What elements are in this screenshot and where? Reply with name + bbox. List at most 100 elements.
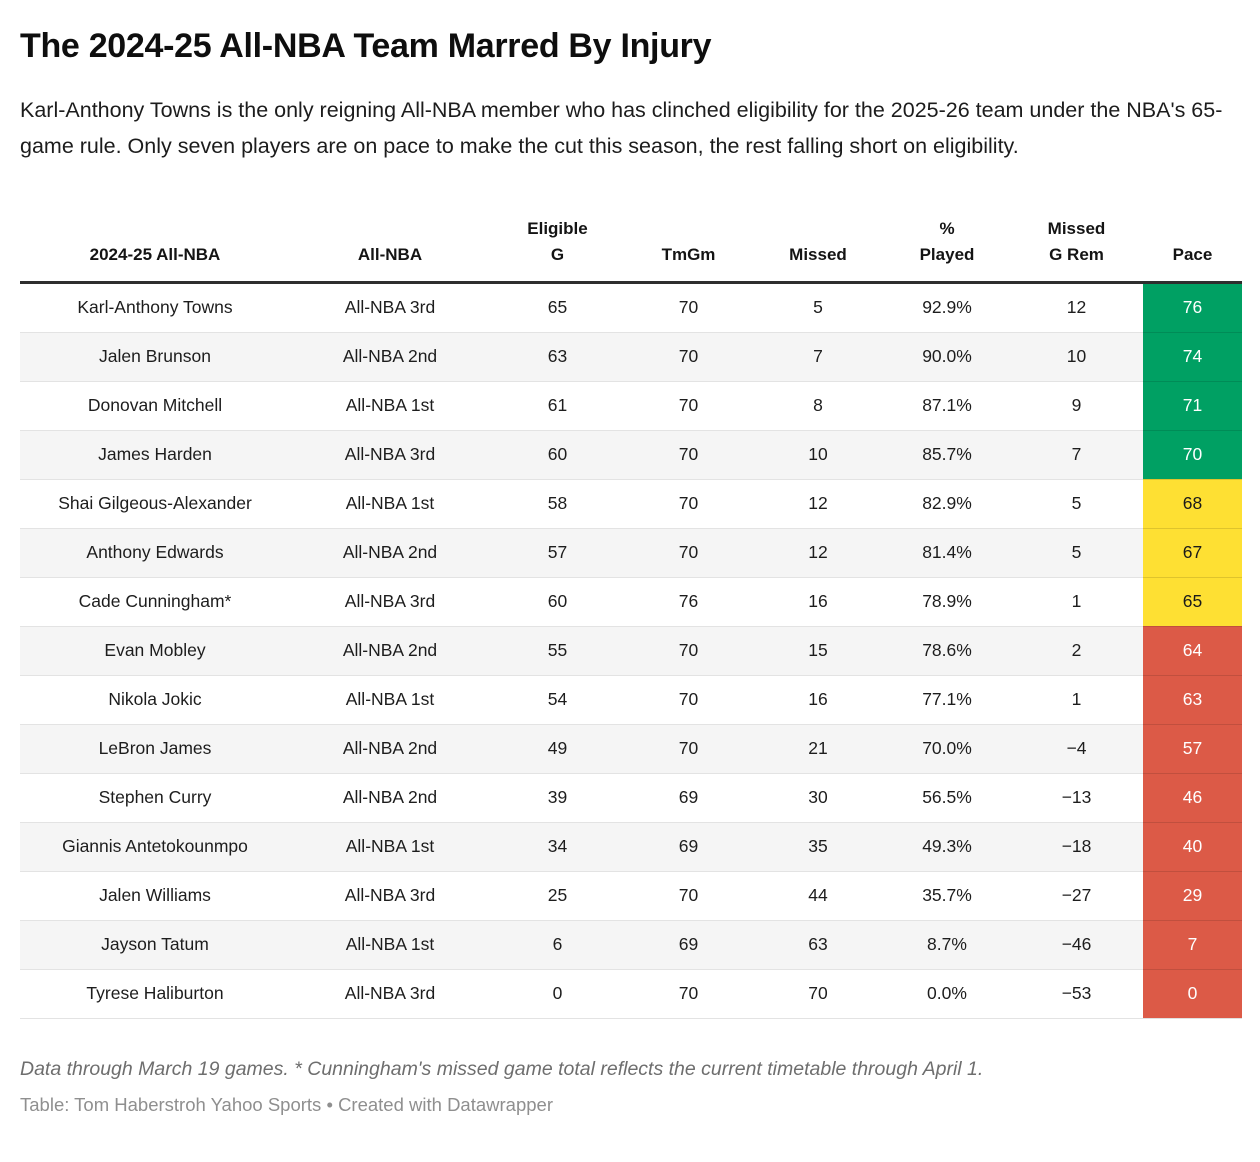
tmgm-cell: 76 bbox=[625, 577, 752, 627]
missed-g-rem-cell: −27 bbox=[1010, 871, 1143, 921]
eligible-g-cell: 34 bbox=[490, 822, 625, 872]
table-row: Tyrese Haliburton All-NBA 3rd 0 70 70 0.0% −53… bbox=[20, 969, 1242, 1019]
player-name: Tyrese Haliburton bbox=[20, 969, 290, 1019]
eligible-g-cell: 0 bbox=[490, 969, 625, 1019]
column-header-eligible-g: Eligible G bbox=[490, 197, 625, 284]
player-name: LeBron James bbox=[20, 724, 290, 774]
player-name: James Harden bbox=[20, 430, 290, 480]
pace-cell: 70 bbox=[1143, 430, 1242, 480]
eligible-g-cell: 65 bbox=[490, 282, 625, 333]
player-name: Giannis Antetokounmpo bbox=[20, 822, 290, 872]
header-row: 2024-25 All-NBA All-NBA Eligible G TmGm … bbox=[20, 197, 1242, 284]
tmgm-cell: 70 bbox=[625, 675, 752, 725]
missed-cell: 12 bbox=[752, 479, 884, 529]
column-header-missed: Missed bbox=[752, 197, 884, 284]
pct-played-cell: 8.7% bbox=[884, 920, 1010, 970]
table-row: Nikola Jokic All-NBA 1st 54 70 16 77.1% 1 63 bbox=[20, 675, 1242, 725]
tmgm-cell: 70 bbox=[625, 969, 752, 1019]
player-name: Donovan Mitchell bbox=[20, 381, 290, 431]
pct-played-cell: 56.5% bbox=[884, 773, 1010, 823]
source-line: Table: Tom Haberstroh Yahoo Sports • Cre… bbox=[20, 1093, 553, 1115]
eligible-g-cell: 61 bbox=[490, 381, 625, 431]
eligible-g-cell: 49 bbox=[490, 724, 625, 774]
missed-g-rem-cell: −53 bbox=[1010, 969, 1143, 1019]
eligible-g-cell: 63 bbox=[490, 332, 625, 382]
allnba-team-cell: All-NBA 2nd bbox=[290, 773, 490, 823]
pace-cell: 46 bbox=[1143, 773, 1242, 823]
table-row: Jalen Brunson All-NBA 2nd 63 70 7 90.0% 10 74 bbox=[20, 332, 1242, 382]
eligible-g-cell: 55 bbox=[490, 626, 625, 676]
player-name: Evan Mobley bbox=[20, 626, 290, 676]
pace-cell: 64 bbox=[1143, 626, 1242, 676]
missed-g-rem-cell: 5 bbox=[1010, 479, 1143, 529]
missed-g-rem-cell: −18 bbox=[1010, 822, 1143, 872]
pct-played-cell: 49.3% bbox=[884, 822, 1010, 872]
player-name: Cade Cunningham* bbox=[20, 577, 290, 627]
pct-played-cell: 77.1% bbox=[884, 675, 1010, 725]
allnba-team-cell: All-NBA 1st bbox=[290, 920, 490, 970]
allnba-team-cell: All-NBA 1st bbox=[290, 675, 490, 725]
pct-played-cell: 78.6% bbox=[884, 626, 1010, 676]
player-name: Jayson Tatum bbox=[20, 920, 290, 970]
tmgm-cell: 70 bbox=[625, 479, 752, 529]
allnba-team-cell: All-NBA 2nd bbox=[290, 332, 490, 382]
missed-cell: 16 bbox=[752, 577, 884, 627]
eligible-g-cell: 54 bbox=[490, 675, 625, 725]
pace-cell: 67 bbox=[1143, 528, 1242, 578]
table-row: Jayson Tatum All-NBA 1st 6 69 63 8.7% −46 7 bbox=[20, 920, 1242, 970]
allnba-team-cell: All-NBA 1st bbox=[290, 822, 490, 872]
missed-cell: 63 bbox=[752, 920, 884, 970]
tmgm-cell: 70 bbox=[625, 381, 752, 431]
allnba-team-cell: All-NBA 3rd bbox=[290, 969, 490, 1019]
allnba-team-cell: All-NBA 3rd bbox=[290, 871, 490, 921]
pace-cell: 40 bbox=[1143, 822, 1242, 872]
allnba-eligibility-table: 2024-25 All-NBA All-NBA Eligible G TmGm … bbox=[20, 197, 1242, 1019]
missed-g-rem-cell: 7 bbox=[1010, 430, 1143, 480]
pace-cell: 29 bbox=[1143, 871, 1242, 921]
description: Karl-Anthony Towns is the only reigning … bbox=[20, 97, 1223, 158]
player-name: Shai Gilgeous-Alexander bbox=[20, 479, 290, 529]
eligible-g-cell: 60 bbox=[490, 577, 625, 627]
pct-played-cell: 70.0% bbox=[884, 724, 1010, 774]
tmgm-cell: 70 bbox=[625, 626, 752, 676]
table-row: Stephen Curry All-NBA 2nd 39 69 30 56.5% −13 46 bbox=[20, 773, 1242, 823]
allnba-team-cell: All-NBA 2nd bbox=[290, 724, 490, 774]
pace-cell: 57 bbox=[1143, 724, 1242, 774]
column-header-missed-g-rem: Missed G Rem bbox=[1010, 197, 1143, 284]
tmgm-cell: 69 bbox=[625, 822, 752, 872]
player-name: Anthony Edwards bbox=[20, 528, 290, 578]
tmgm-cell: 70 bbox=[625, 871, 752, 921]
eligible-g-cell: 6 bbox=[490, 920, 625, 970]
pace-cell: 74 bbox=[1143, 332, 1242, 382]
tmgm-cell: 70 bbox=[625, 724, 752, 774]
missed-cell: 30 bbox=[752, 773, 884, 823]
table-row: LeBron James All-NBA 2nd 49 70 21 70.0% −4 57 bbox=[20, 724, 1242, 774]
table-row: Karl-Anthony Towns All-NBA 3rd 65 70 5 92.9% 1… bbox=[20, 282, 1242, 333]
pct-played-cell: 82.9% bbox=[884, 479, 1010, 529]
tmgm-cell: 70 bbox=[625, 282, 752, 333]
player-name: Jalen Brunson bbox=[20, 332, 290, 382]
column-header-pct-played: % Played bbox=[884, 197, 1010, 284]
allnba-team-cell: All-NBA 3rd bbox=[290, 282, 490, 333]
table-row: Evan Mobley All-NBA 2nd 55 70 15 78.6% 2 64 bbox=[20, 626, 1242, 676]
page-title: The 2024-25 All-NBA Team Marred By Injur… bbox=[20, 27, 712, 65]
table-row: Cade Cunningham* All-NBA 3rd 60 76 16 78.9% 1 6… bbox=[20, 577, 1242, 627]
pct-played-cell: 81.4% bbox=[884, 528, 1010, 578]
allnba-team-cell: All-NBA 2nd bbox=[290, 626, 490, 676]
missed-g-rem-cell: 1 bbox=[1010, 577, 1143, 627]
missed-g-rem-cell: −13 bbox=[1010, 773, 1143, 823]
missed-cell: 70 bbox=[752, 969, 884, 1019]
eligible-g-cell: 39 bbox=[490, 773, 625, 823]
missed-g-rem-cell: 9 bbox=[1010, 381, 1143, 431]
player-name: Jalen Williams bbox=[20, 871, 290, 921]
player-name: Stephen Curry bbox=[20, 773, 290, 823]
missed-cell: 35 bbox=[752, 822, 884, 872]
tmgm-cell: 70 bbox=[625, 332, 752, 382]
footnote: Data through March 19 games. * Cunningha… bbox=[20, 1057, 984, 1080]
pct-played-cell: 78.9% bbox=[884, 577, 1010, 627]
column-header-pace: Pace bbox=[1143, 197, 1242, 284]
pct-played-cell: 85.7% bbox=[884, 430, 1010, 480]
table-row: Shai Gilgeous-Alexander All-NBA 1st 58 70 12… bbox=[20, 479, 1242, 529]
pct-played-cell: 35.7% bbox=[884, 871, 1010, 921]
